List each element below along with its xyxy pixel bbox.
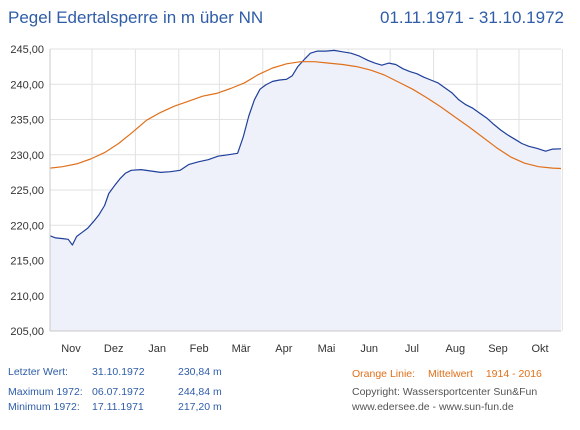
level-area-fill: [50, 50, 561, 332]
x-tick-label: Aug: [446, 343, 466, 355]
mean-series-line: [49, 61, 562, 170]
legend-label: Orange Linie:: [352, 368, 416, 380]
x-tick-label: Mär: [232, 343, 251, 355]
x-tick-label: Feb: [190, 343, 209, 355]
y-tick-label: 220,00: [10, 220, 44, 232]
x-tick-label: Apr: [275, 343, 292, 355]
legend-range: 1914 - 2016: [485, 368, 542, 380]
website-links: www.edersee.de - www.sun-fun.de: [352, 401, 514, 413]
stat-label: Letzter Wert:: [8, 366, 68, 378]
stat-label: Maximum 1972:: [8, 386, 83, 398]
y-tick-label: 240,00: [10, 79, 44, 91]
level-chart: 205,00 210,00 215,00 220,00 225,00 230,00 235,…: [10, 44, 563, 355]
x-tick-label: Dez: [104, 343, 124, 355]
y-tick-label: 205,00: [10, 326, 44, 338]
stat-date: 06.07.1972: [92, 386, 145, 398]
chart-period: 01.11.1971 - 31.10.1972: [379, 8, 564, 27]
legend-series-name: Mittelwert: [427, 368, 473, 380]
copyright-text: Copyright: Wassersportcenter Sun&Fun: [352, 386, 538, 398]
legend: Orange Linie: Mittelwert 1914 - 2016: [352, 368, 552, 380]
y-tick-label: 225,00: [10, 185, 44, 197]
y-tick-label: 245,00: [10, 44, 44, 56]
y-tick-label: 215,00: [10, 256, 44, 268]
stat-value: 230,84 m: [178, 366, 222, 378]
data-layer: [49, 49, 562, 332]
x-tick-label: Okt: [531, 343, 548, 355]
x-tick-label: Sep: [488, 343, 508, 355]
axis-layer: 205,00 210,00 215,00 220,00 225,00 230,00 235,…: [10, 44, 561, 355]
x-tick-label: Jan: [148, 343, 166, 355]
stat-label: Minimum 1972:: [8, 401, 80, 413]
stat-date: 31.10.1972: [92, 366, 145, 378]
y-tick-label: 235,00: [10, 115, 44, 127]
level-series-line: [49, 49, 562, 246]
stat-date: 17.11.1971: [92, 401, 144, 413]
y-tick-label: 210,00: [10, 291, 44, 303]
x-tick-label: Jun: [360, 343, 378, 355]
stat-value: 244,84 m: [178, 386, 222, 398]
y-tick-label: 230,00: [10, 150, 44, 162]
stat-value: 217,20 m: [178, 401, 222, 413]
chart-title: Pegel Edertalsperre in m über NN: [8, 8, 264, 27]
x-tick-label: Nov: [61, 343, 81, 355]
x-tick-label: Mai: [318, 343, 336, 355]
x-tick-label: Jul: [405, 343, 419, 355]
